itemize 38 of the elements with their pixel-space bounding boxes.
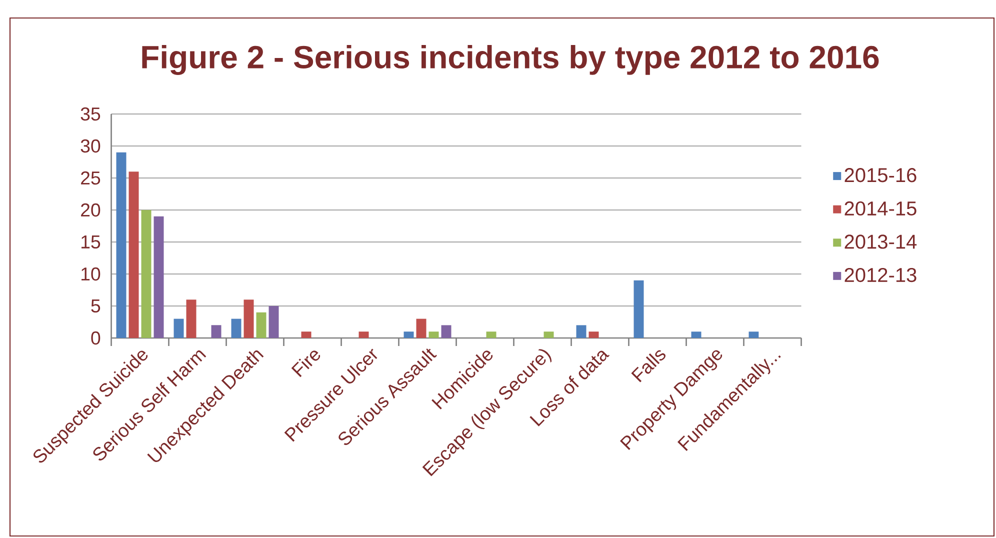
bar: [174, 318, 184, 338]
bar: [358, 332, 369, 338]
bar: [428, 332, 439, 338]
x-tick-label: Fire: [291, 350, 320, 378]
bar: [116, 152, 126, 338]
bar: [244, 300, 254, 338]
chart-title: Figure 2 - Serious incidents by type 2012 to 2016: [142, 45, 879, 75]
bar: [256, 312, 266, 338]
legend-label: 2015-16: [844, 168, 916, 182]
bar: [486, 332, 496, 338]
legend-label: 2014-15: [844, 201, 916, 216]
y-tick-label: 30: [80, 139, 100, 153]
bar: [691, 332, 702, 338]
bar: [588, 332, 599, 338]
bar: [544, 332, 554, 338]
y-tick-label: 20: [81, 203, 100, 217]
bar: [404, 332, 414, 338]
y-tick-label: 10: [82, 267, 100, 281]
bar: [416, 318, 426, 338]
bar: [231, 318, 242, 338]
bar: [154, 216, 164, 338]
y-tick-label: 35: [80, 107, 100, 121]
bar: [186, 300, 196, 338]
bar: [128, 172, 139, 338]
bar: [748, 332, 759, 338]
bar: [211, 325, 222, 338]
y-tick-label: 5: [91, 299, 100, 313]
legend-label: 2012-13: [844, 268, 916, 282]
legend-label: 2013-14: [844, 234, 917, 249]
bar: [576, 325, 586, 338]
y-tick-label: 25: [81, 171, 100, 185]
y-tick-label: 15: [82, 235, 100, 249]
bar: [268, 306, 279, 338]
bar: [441, 325, 452, 338]
bar: [634, 280, 644, 338]
bar: [141, 210, 152, 338]
bar: [301, 332, 312, 338]
y-tick-label: 0: [91, 331, 100, 345]
